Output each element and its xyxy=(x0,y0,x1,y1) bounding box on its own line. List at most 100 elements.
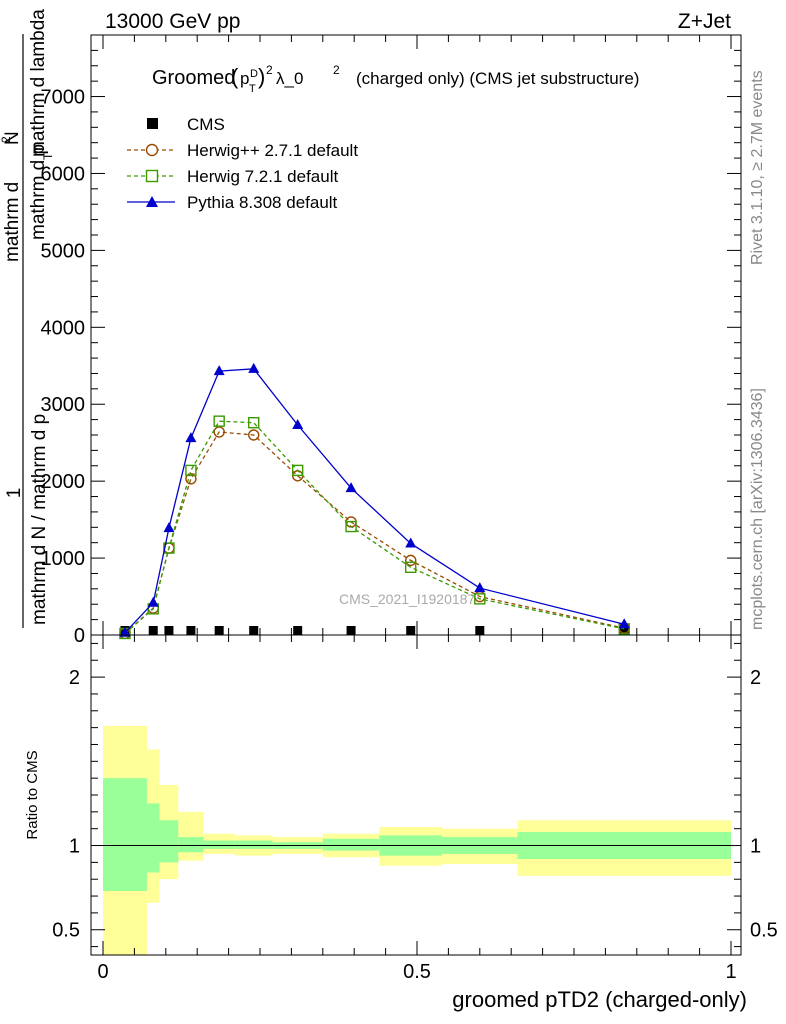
legend-herwigpp: Herwig++ 2.7.1 default xyxy=(127,141,358,160)
pythia-point xyxy=(405,537,417,548)
legend-herwig7: Herwig 7.2.1 default xyxy=(127,167,338,186)
pythia-point xyxy=(292,419,304,429)
series-line-2 xyxy=(124,420,625,634)
herwig7-point xyxy=(248,416,260,429)
ratio-band-inner xyxy=(234,840,273,849)
title-sub-t: T xyxy=(249,83,256,95)
legend: CMS Herwig++ 2.7.1 default Herwig 7.2.1 … xyxy=(127,115,358,212)
main-y-tick-label: 4000 xyxy=(41,317,86,339)
cms-data-point xyxy=(619,626,629,635)
pythia-point xyxy=(345,482,357,493)
series-layer xyxy=(119,362,630,640)
ratio-y-tick-label-right: 1 xyxy=(750,836,761,858)
ratio-band-inner xyxy=(322,838,380,851)
main-y-axis: 0 1000 2000 3000 4000 5000 6000 7000 xyxy=(41,49,741,647)
y-label-denominator: mathrm d N / mathrm d p xyxy=(29,414,50,625)
ratio-band-inner xyxy=(203,840,235,849)
y-label-one: 1 xyxy=(4,488,25,499)
ratio-band-inner xyxy=(159,820,179,863)
ratio-x-axis: 0 0.5 1 xyxy=(97,635,737,983)
title-p: p xyxy=(240,69,249,88)
pythia-point xyxy=(119,626,131,637)
ratio-x-tick-label: 1 xyxy=(725,961,736,983)
title-prefix: Groomed xyxy=(152,67,235,89)
herwig7-point xyxy=(163,542,175,554)
title-paren-open: ( xyxy=(231,64,239,89)
legend-pythia-marker xyxy=(146,196,158,207)
process-label: Z+Jet xyxy=(678,10,731,33)
pythia-point xyxy=(185,432,197,443)
legend-pythia-label: Pythia 8.308 default xyxy=(187,193,338,212)
ratio-x-tick-label: 0.5 xyxy=(403,961,431,983)
title-lambda: λ_0 xyxy=(276,69,303,88)
pythia-point xyxy=(248,362,260,373)
legend-pythia: Pythia 8.308 default xyxy=(127,193,338,212)
legend-herwig7-marker xyxy=(145,169,159,183)
legend-cms: CMS xyxy=(147,115,225,134)
analysis-watermark: CMS_2021_I1920187 xyxy=(339,591,475,607)
pythia-point xyxy=(474,582,486,593)
ratio-panel: 0.5 0.51 12 2 0 0.5 1 Ratio to CMS groomed pT… xyxy=(24,634,778,1012)
ratio-y-axis: 0.5 0.5 1 1 2 2 xyxy=(52,642,778,948)
main-y-tick-label: 6000 xyxy=(41,163,86,185)
ratio-y-tick-label-right: 0.5 xyxy=(750,920,778,942)
mcplots-label: mcplots.cern.ch [arXiv:1306.3436] xyxy=(749,388,766,630)
title-lambda-sup: 2 xyxy=(333,63,340,77)
cms-data-point xyxy=(406,626,416,635)
title-paren-close: ) xyxy=(258,64,265,89)
main-y-tick-label: 2000 xyxy=(41,471,86,493)
herwig7-point xyxy=(291,464,304,477)
ratio-band-inner xyxy=(146,803,160,873)
herwig7-point xyxy=(345,520,357,533)
main-y-tick-label: 3000 xyxy=(41,394,86,416)
title-sup-2: 2 xyxy=(266,63,273,77)
herwig7-point xyxy=(185,464,197,477)
pythia-point xyxy=(147,596,159,607)
ratio-band-inner xyxy=(103,778,147,891)
ratio-y-label: Ratio to CMS xyxy=(24,750,41,839)
cms-data-point xyxy=(214,626,224,635)
cms-data-point xyxy=(186,626,196,635)
ratio-x-tick-label: 0 xyxy=(97,961,108,983)
legend-cms-label: CMS xyxy=(187,115,225,134)
y-label-numerator-n: N xyxy=(2,131,23,145)
herwig7-point xyxy=(405,561,417,574)
cms-data-point xyxy=(148,626,158,635)
title-suffix: (charged only) (CMS jet substructure) xyxy=(356,69,639,88)
y-label-numerator: mathrm d xyxy=(2,182,23,262)
cms-data-point xyxy=(346,626,356,635)
herwigpp-point xyxy=(185,473,197,485)
main-x-axis xyxy=(102,35,732,635)
ratio-band-inner xyxy=(178,837,204,853)
main-y-tick-label: 1000 xyxy=(41,548,86,570)
ratio-y-tick-label-right: 2 xyxy=(750,667,761,689)
pythia-point xyxy=(163,522,175,533)
y-label-dp-sub: T xyxy=(41,152,55,160)
y-label-numerator-sup: 2 xyxy=(0,136,13,143)
pythia-point xyxy=(618,618,630,629)
legend-herwig7-label: Herwig 7.2.1 default xyxy=(187,167,338,186)
main-y-label: 1 mathrm d N / mathrm d p mathrm d 2 N m… xyxy=(0,9,55,628)
title-sup-d: D xyxy=(250,68,258,80)
legend-herwigpp-marker xyxy=(145,143,159,157)
herwigpp-point xyxy=(248,429,260,441)
ratio-y-tick-label: 0.5 xyxy=(52,920,80,942)
herwigpp-point xyxy=(213,426,225,438)
herwig7-point xyxy=(213,415,225,427)
pythia-point xyxy=(213,365,225,376)
main-y-tick-label: 5000 xyxy=(41,240,86,262)
y-label-dlambda: mathrm d lambda xyxy=(28,9,49,157)
cms-data-point xyxy=(293,626,303,635)
cms-data-point xyxy=(164,626,174,635)
y-label-dp: mathrm d p xyxy=(28,144,49,240)
ratio-y-tick-label: 2 xyxy=(69,667,80,689)
main-panel: 0 1000 2000 3000 4000 5000 6000 7000 Groomed ( … xyxy=(0,9,742,647)
rivet-label: Rivet 3.1.10, ≥ 2.7M events xyxy=(749,70,766,265)
ratio-frame xyxy=(90,634,742,956)
herwigpp-point xyxy=(405,554,417,567)
energy-label: 13000 GeV pp xyxy=(105,10,240,33)
legend-cms-marker xyxy=(147,118,158,129)
ratio-y-tick-label: 1 xyxy=(69,836,80,858)
cms-data-point xyxy=(249,626,259,635)
